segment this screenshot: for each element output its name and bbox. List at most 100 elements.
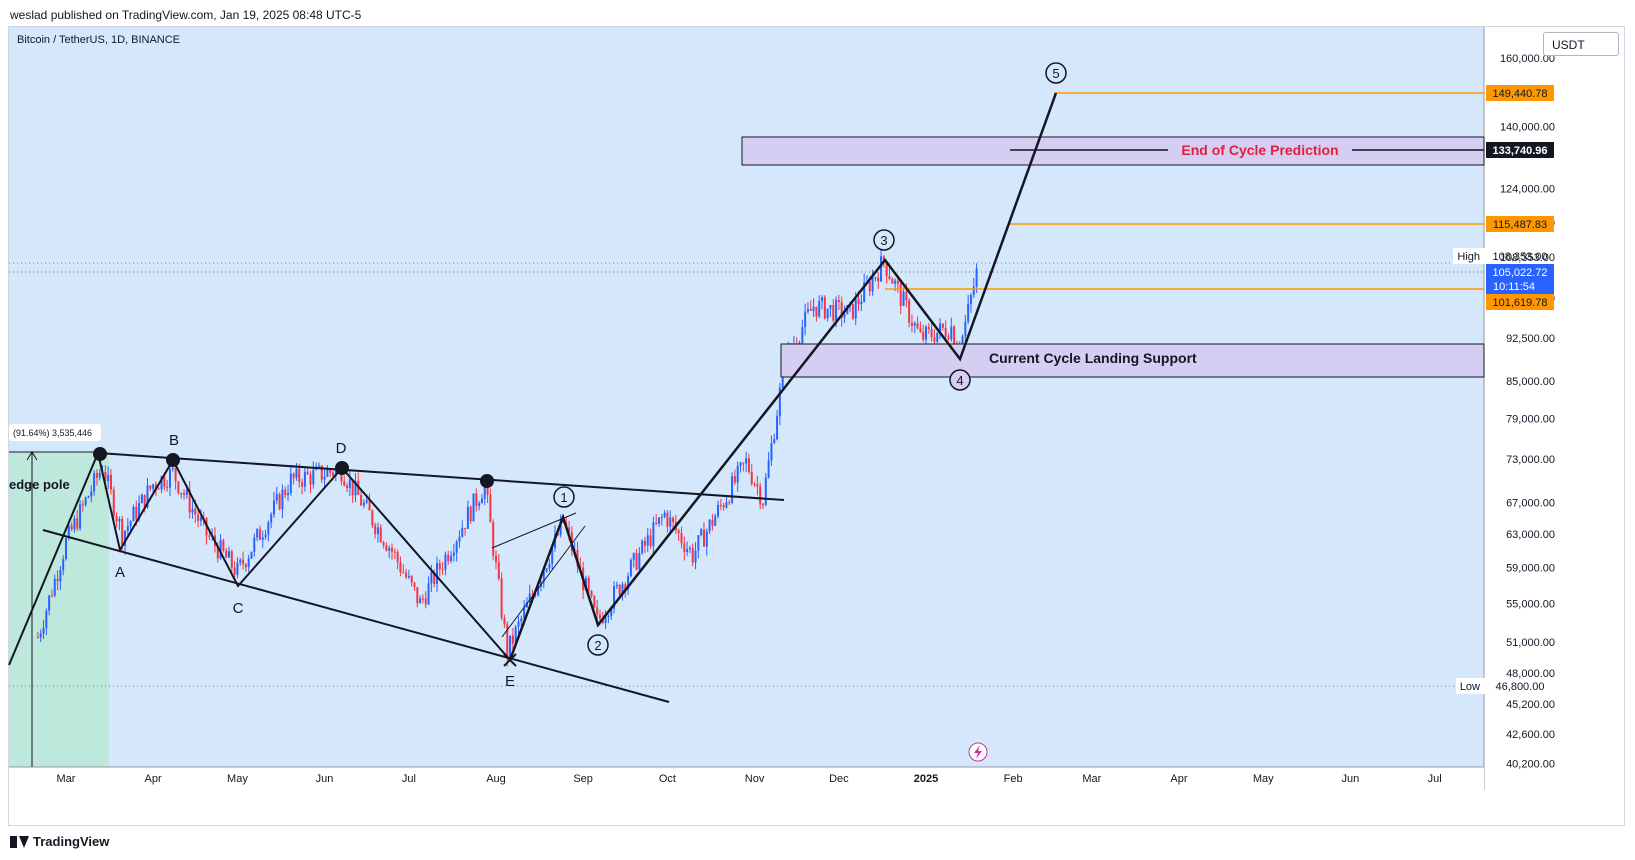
candle — [275, 487, 278, 505]
candle — [641, 539, 644, 555]
candle — [596, 599, 599, 623]
candle — [910, 314, 913, 333]
candle — [42, 619, 45, 640]
candle — [646, 528, 649, 553]
candle — [475, 488, 478, 512]
y-tick-1: 42,600.00 — [1506, 729, 1555, 741]
candle — [851, 303, 854, 321]
label-end-of-cycle: 133,740.96 — [1486, 142, 1554, 158]
candle — [348, 470, 351, 497]
symbol-line: Bitcoin / TetherUS, 1D, BINANCE — [17, 34, 180, 46]
candles-layer — [36, 249, 978, 667]
candle — [65, 535, 67, 561]
candle — [53, 574, 56, 598]
end-of-cycle-zone — [741, 136, 1485, 166]
candle — [362, 499, 365, 509]
candle — [745, 451, 748, 472]
candle — [843, 305, 846, 324]
candle — [927, 323, 930, 334]
candle — [270, 512, 273, 529]
candle — [261, 530, 264, 548]
candle — [548, 558, 551, 572]
candle — [632, 552, 635, 568]
candle — [174, 467, 177, 490]
candle — [199, 509, 202, 526]
label-current-price: 105,022.72 10:11:54 — [1486, 264, 1554, 294]
wave-1-marker: 1 — [553, 486, 575, 508]
candle — [427, 576, 430, 606]
label-c: C — [233, 600, 244, 617]
candle — [183, 489, 186, 500]
candle — [767, 451, 770, 479]
candle — [809, 300, 812, 312]
y-tick-0: 40,200.00 — [1506, 759, 1555, 771]
candle — [812, 298, 815, 317]
candle — [778, 383, 781, 426]
candle — [98, 468, 101, 481]
svg-text:101,619.78: 101,619.78 — [1492, 297, 1547, 309]
svg-text:105,022.72: 105,022.72 — [1492, 267, 1547, 279]
candle — [953, 325, 956, 345]
candle — [638, 547, 641, 574]
candle — [478, 500, 481, 511]
y-tick-10: 79,000.00 — [1506, 414, 1555, 426]
tradingview-logo-icon — [10, 835, 29, 848]
candle — [829, 304, 832, 317]
candle — [59, 566, 62, 591]
label-d: D — [336, 440, 347, 457]
label-support-top: 101,619.78 — [1486, 294, 1554, 310]
candle — [593, 594, 596, 609]
x-tick-5: Aug — [486, 773, 506, 785]
candle — [376, 522, 379, 543]
candle — [402, 564, 405, 574]
candle — [489, 488, 492, 523]
candle — [717, 500, 720, 519]
candle — [225, 547, 228, 558]
candle — [70, 522, 73, 531]
candle — [545, 568, 548, 573]
lightning-icon — [968, 742, 988, 762]
y-tick-5: 55,000.00 — [1506, 599, 1555, 611]
candle — [87, 495, 90, 499]
y-tick-8: 67,000.00 — [1506, 498, 1555, 510]
currency-button[interactable]: USDT — [1543, 32, 1619, 56]
wedge-dot-4 — [480, 474, 494, 488]
candle — [250, 551, 253, 560]
candle — [660, 513, 663, 526]
candle — [683, 536, 686, 561]
candle — [115, 512, 118, 528]
candle — [759, 482, 762, 510]
candle — [967, 294, 970, 325]
tradingview-logo[interactable]: TradingView — [10, 834, 109, 849]
candle — [688, 545, 691, 554]
x-tick-0: Mar — [57, 773, 76, 785]
wave-3-marker: 3 — [873, 229, 895, 251]
price-scale — [1484, 27, 1624, 767]
candle — [382, 540, 385, 549]
candle — [615, 581, 618, 589]
y-tick-9: 73,000.00 — [1506, 454, 1555, 466]
y-tick-18: 160,000.00 — [1500, 53, 1555, 65]
label-b: B — [169, 432, 179, 449]
candle — [770, 435, 773, 466]
candle — [396, 549, 399, 570]
candle — [607, 614, 610, 624]
candle — [663, 510, 666, 519]
x-tick-13: Apr — [1170, 773, 1187, 785]
candle — [658, 517, 661, 527]
candle — [466, 500, 469, 529]
candle — [84, 496, 87, 507]
candle — [742, 462, 745, 472]
candle — [284, 486, 287, 499]
candle — [461, 520, 464, 538]
candle — [761, 502, 764, 510]
candle — [939, 318, 942, 340]
y-tick-7: 63,000.00 — [1506, 529, 1555, 541]
candle — [944, 320, 947, 340]
candle — [236, 557, 239, 579]
e-cross-2 — [503, 653, 517, 667]
pole-measure-badge: (91.64%) 3,535,446 — [9, 424, 101, 441]
candle — [419, 595, 422, 604]
abcde-zigzag — [97, 452, 511, 661]
